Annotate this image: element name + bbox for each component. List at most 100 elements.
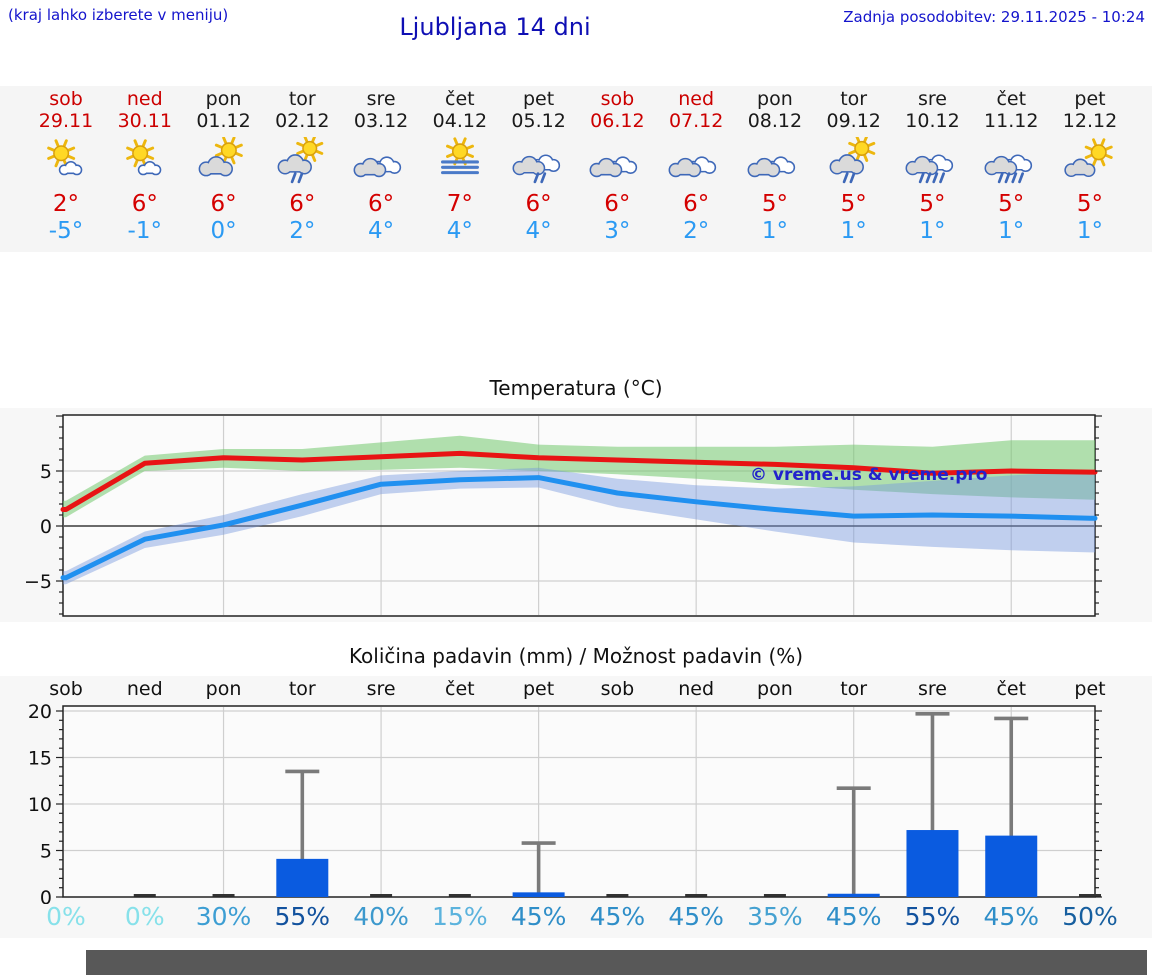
day-name: sob [49,88,83,110]
precip-bar-zero [606,894,629,897]
high-temp: 6° [368,191,395,217]
precip-day-label: pon [205,678,242,700]
precip-probability: 45% [589,902,646,931]
day-column: pet 12.12 5° 1° [1049,88,1131,245]
precip-bar-zero [133,894,156,897]
weather-icon-partly-cloudy [198,136,243,177]
precip-bar [985,835,1038,897]
temp-ytick-label: 5 [40,461,52,483]
precip-probability: 50% [1062,902,1118,931]
low-temp: 4° [446,218,473,244]
day-column: tor 02.12 6° 2° [261,88,343,245]
high-temp: 6° [210,191,237,217]
day-column: ned 30.11 6° -1° [104,88,186,245]
day-name: pon [757,88,793,110]
precip-bar [512,892,565,897]
precip-bar [906,830,959,897]
day-date: 07.12 [668,110,724,132]
temp-chart-title: Temperatura (°C) [489,376,663,400]
day-date: 12.12 [1062,110,1118,132]
precip-day-label: čet [445,678,475,700]
precip-probability: 45% [983,902,1040,931]
day-name: tor [288,88,316,110]
weather-icon-cloudy [589,156,638,178]
precip-ytick-label: 5 [40,841,52,863]
precip-day-label: čet [996,678,1027,700]
weather-icon-cloudy [747,156,796,178]
precip-probability: 45% [510,902,567,931]
high-temp: 6° [604,191,631,217]
precip-probability: 15% [432,902,488,931]
weather-icon-sun-showers [829,134,875,184]
weather-icon-sun-showers [277,134,324,184]
precip-day-label: pet [1074,678,1106,700]
day-date: 11.12 [984,110,1039,132]
weather-icon-mostly-sunny [125,139,162,176]
day-date: 08.12 [747,110,803,132]
precip-bar-zero [370,894,393,897]
high-temp: 5° [1076,191,1104,217]
precip-day-label: sob [49,678,83,700]
precip-probability: 45% [825,902,882,931]
precip-bar-zero [448,894,471,897]
high-temp: 6° [131,191,158,217]
day-column: ned 07.12 6° 2° [655,88,737,245]
low-temp: 3° [604,218,631,244]
high-temp: 6° [683,191,710,217]
low-temp: 1° [1076,218,1104,244]
min-temp-line [60,475,1098,581]
precip-probability: 35% [747,902,803,931]
day-date: 06.12 [590,110,645,132]
max-temp-line [60,450,1098,512]
precip-ytick-label: 10 [28,794,52,816]
day-column: pon 08.12 5° 1° [734,88,816,245]
day-name: čet [996,88,1027,110]
precipitation-chart: 0 5 10 15 20 [28,701,1102,904]
weather-icon-cloudy [353,156,402,178]
high-temp: 6° [525,191,552,217]
horizontal-scrollbar-thumb[interactable] [86,950,1147,975]
day-date: 01.12 [196,110,251,132]
page-title: Ljubljana 14 dni [399,13,591,41]
precip-probability: 30% [195,902,252,931]
high-temp: 5° [840,191,867,217]
day-name: sob [600,88,635,110]
weather-icon-sun-fog [440,137,479,175]
day-date: 02.12 [275,110,330,132]
day-date: 03.12 [353,110,409,132]
precip-ytick-label: 15 [28,748,52,770]
precip-day-label: sre [366,678,396,700]
low-temp: -1° [127,218,162,244]
high-temp: 7° [446,191,473,217]
last-updated: Zadnja posodobitev: 29.11.2025 - 10:24 [843,8,1145,26]
day-name: sre [917,88,947,110]
day-strip: sob 29.11 2° -5° ned 30.11 6° -1° pon 01.12 6° 0° to… [0,86,1152,252]
precip-bar-zero [685,894,708,897]
precip-probability: 0% [124,902,165,931]
low-temp: 1° [998,218,1025,244]
day-name: sre [366,88,396,110]
weather-icon-rain [905,154,954,184]
precip-ytick-label: 0 [40,887,52,904]
precip-probability: 40% [353,902,409,931]
day-name: pet [1074,88,1106,110]
precip-bar [827,893,880,897]
day-date: 10.12 [905,110,960,132]
precip-day-label: sob [600,678,635,700]
weather-icon-cloudy [668,156,717,178]
day-name: pon [205,88,242,110]
precip-probability: 0% [46,902,86,931]
day-name: čet [445,88,475,110]
day-date: 30.11 [117,110,172,132]
precip-day-label: pet [523,678,555,700]
low-temp: 1° [840,218,867,244]
day-name: pet [523,88,555,110]
precip-day-label: ned [126,678,163,700]
day-column: sre 10.12 5° 1° [891,88,973,245]
precip-bar-zero [1079,894,1102,897]
precip-bar [276,858,329,897]
weather-icon-rain [984,154,1033,184]
day-name: ned [678,88,715,110]
day-column: tor 09.12 5° 1° [813,88,895,245]
header-note: (kraj lahko izberete v meniju) [8,6,229,24]
